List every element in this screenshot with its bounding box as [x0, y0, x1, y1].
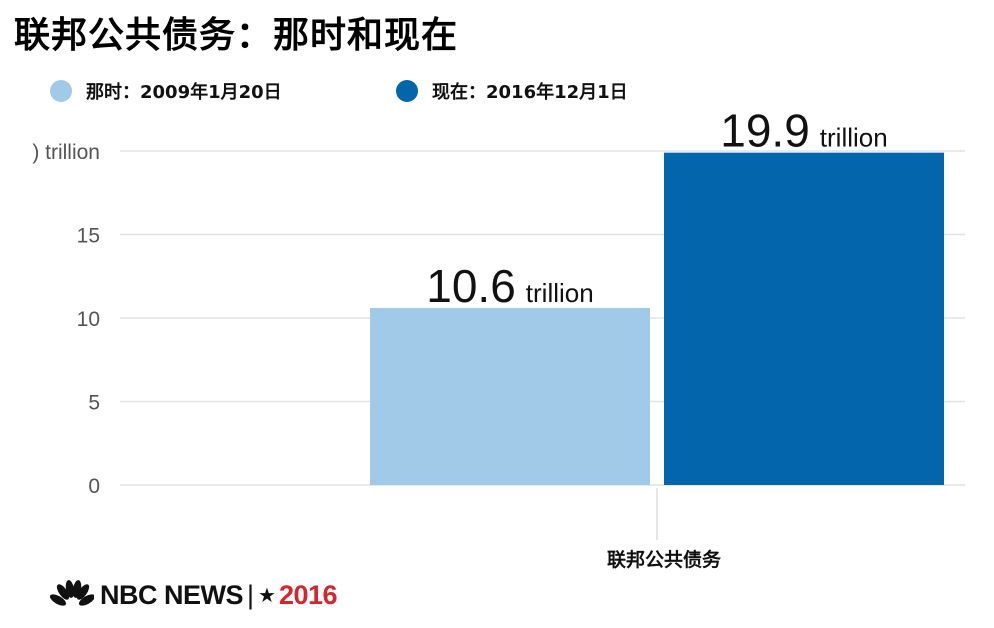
- bar: [664, 152, 944, 486]
- legend: 那时：2009年1月20日 现在：2016年12月1日: [50, 78, 950, 104]
- legend-label-now: 现在：2016年12月1日: [432, 82, 628, 103]
- legend-item-then: 那时：2009年1月20日: [50, 78, 282, 104]
- y-tick-label: 5: [88, 392, 100, 415]
- nbc-news-logo: NBC NEWS | ★ 2016: [50, 578, 338, 612]
- star-icon: ★: [258, 583, 276, 607]
- logo-brand-text: NBC NEWS: [100, 579, 244, 610]
- y-tick-label: ) trillion: [32, 141, 100, 164]
- bar: [370, 307, 650, 485]
- x-category-label: 联邦公共债务: [607, 548, 722, 571]
- legend-swatch-then: [50, 80, 72, 102]
- y-tick-label: 0: [88, 475, 100, 498]
- y-tick-label: 15: [77, 225, 100, 248]
- legend-label-then: 那时：2009年1月20日: [86, 82, 282, 103]
- logo-year: 2016: [278, 579, 338, 610]
- data-label: 10.6 trillion: [426, 260, 593, 312]
- legend-swatch-now: [396, 80, 418, 102]
- legend-item-now: 现在：2016年12月1日: [396, 78, 628, 104]
- chart-title: 联邦公共债务：那时和现在: [14, 15, 459, 56]
- data-label: 19.9 trillion: [720, 105, 887, 157]
- peacock-icon: [50, 580, 94, 606]
- logo-separator: |: [247, 579, 255, 610]
- y-tick-label: 10: [77, 308, 100, 331]
